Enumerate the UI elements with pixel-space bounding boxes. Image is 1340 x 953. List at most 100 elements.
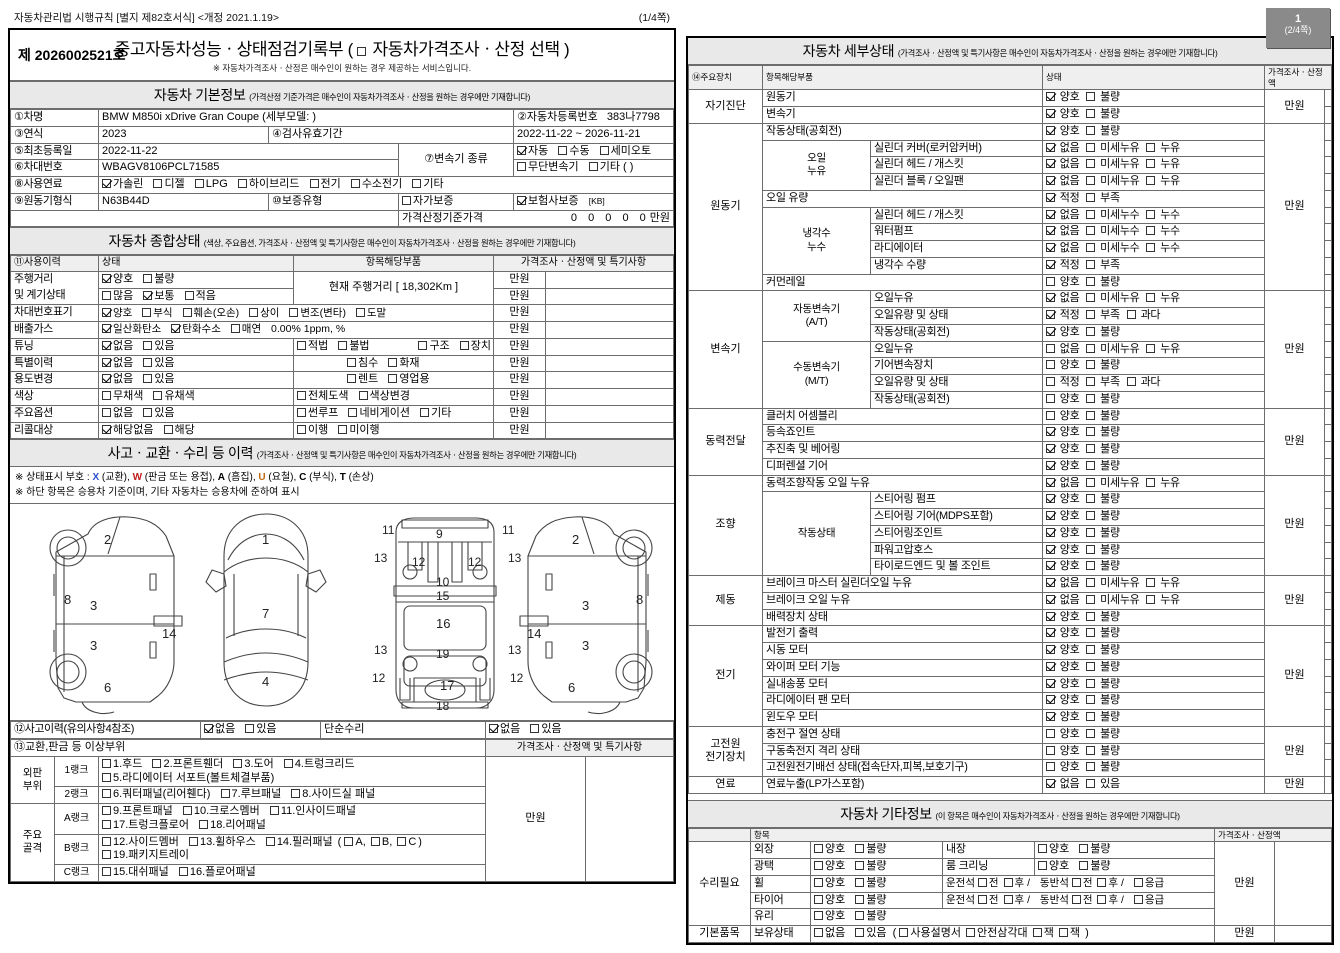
tire-driver-rear[interactable]: 후 / [1003,894,1030,907]
checkbox-icon[interactable] [291,789,301,799]
state-option-누유[interactable]: 누유 [1146,477,1180,491]
checkbox-icon[interactable] [1086,159,1096,169]
state-option-불량[interactable]: 불량 [1086,761,1120,775]
state-option-불량[interactable]: 불량 [1086,326,1120,340]
special-flood[interactable]: 침수 [347,357,378,371]
group-remark-cell[interactable] [1324,273,1332,292]
checkbox-icon[interactable] [350,179,360,188]
recall-not-done[interactable]: 미이행 [338,424,380,438]
checkbox-icon[interactable] [143,290,153,300]
checkbox-icon[interactable] [265,836,275,846]
checkbox-icon[interactable] [102,340,111,350]
checkbox-icon[interactable] [855,844,865,854]
option-other[interactable]: 기타 [420,407,451,421]
odo-bad[interactable]: 불량 [143,273,175,287]
trans-option-semiauto[interactable]: 세미오토 [599,145,651,159]
option-none[interactable]: 없음 [102,407,133,421]
checkbox-icon[interactable] [338,424,348,434]
state-option-불량[interactable]: 불량 [1086,108,1120,122]
checkbox-icon[interactable] [233,758,243,768]
remark-cell[interactable] [545,354,674,373]
group-remark-cell[interactable] [1324,441,1332,459]
remark-cell[interactable] [545,304,674,322]
checkbox-icon[interactable] [1086,310,1096,319]
checkbox-icon[interactable] [814,928,823,938]
checkbox-icon[interactable] [347,357,356,367]
checkbox-icon[interactable] [517,145,527,155]
checkbox-icon[interactable] [814,861,823,871]
tire-bad[interactable]: 불량 [855,894,887,908]
checkbox-icon[interactable] [1046,226,1056,236]
state-option-불량[interactable]: 불량 [1086,510,1120,524]
checkbox-icon[interactable] [977,894,987,904]
state-option-불량[interactable]: 불량 [1086,410,1120,424]
checkbox-icon[interactable] [143,357,153,367]
interior-bad[interactable]: 불량 [1079,843,1111,857]
group-remark-cell[interactable] [1324,290,1332,308]
checkbox-icon[interactable] [171,324,181,334]
trans-option-other[interactable]: 기타 ( ) [588,161,633,175]
odo-few[interactable]: 적음 [184,290,216,304]
item-wheel-house[interactable]: 13.휠하우스 [188,836,256,850]
state-option-불량[interactable]: 불량 [1086,661,1120,675]
checkbox-icon[interactable] [1086,477,1096,487]
state-option-양호[interactable]: 양호 [1046,426,1080,440]
interior-good[interactable]: 양호 [1038,843,1069,857]
checkbox-icon[interactable] [1086,628,1096,638]
item-front-panel[interactable]: 9.프론트패널 [102,805,173,819]
checkbox-icon[interactable] [1046,477,1056,487]
usage-yes[interactable]: 있음 [143,373,175,387]
checkbox-icon[interactable] [1086,661,1096,671]
checkbox-icon[interactable] [370,836,380,846]
checkbox-icon[interactable] [220,789,230,799]
wheel-spare[interactable]: 응급 [1133,877,1164,890]
checkbox-icon[interactable] [1146,343,1156,353]
pillar-c[interactable]: C [397,836,416,850]
usage-commercial[interactable]: 영업용 [388,373,430,387]
group-remark-cell[interactable] [1324,759,1332,777]
state-option-양호[interactable]: 양호 [1046,443,1080,457]
checkbox-icon[interactable] [1046,444,1056,453]
remark-cell[interactable] [545,270,674,289]
group-remark-cell[interactable] [1324,323,1332,342]
state-option-부족[interactable]: 부족 [1086,376,1120,390]
group-remark-cell[interactable] [1324,491,1332,509]
checkbox-icon[interactable] [102,424,111,434]
emission-co[interactable]: 일산화탄소 [102,323,161,336]
checkbox-icon[interactable] [102,273,111,283]
item-hood[interactable]: 1.후드 [102,758,142,772]
state-option-양호[interactable]: 양호 [1046,728,1080,742]
group-remark-cell[interactable] [1324,625,1332,643]
state-option-불량[interactable]: 불량 [1086,644,1120,658]
checkbox-icon[interactable] [1046,745,1056,755]
checkbox-icon[interactable] [1086,460,1096,470]
checkbox-icon[interactable] [1046,276,1056,286]
state-option-없음[interactable]: 없음 [1046,209,1080,223]
accident-yes[interactable]: 있음 [245,723,277,737]
state-option-누유[interactable]: 누유 [1146,343,1180,357]
state-option-누유[interactable]: 누유 [1146,158,1180,172]
state-option-불량[interactable]: 불량 [1086,460,1120,474]
checkbox-icon[interactable] [297,407,306,417]
checkbox-icon[interactable] [1086,578,1096,587]
glass-bad[interactable]: 불량 [855,910,887,924]
state-option-없음[interactable]: 없음 [1046,292,1080,306]
group-remark-cell[interactable] [1324,742,1332,761]
recall-done[interactable]: 이행 [297,424,328,438]
checkbox-icon[interactable] [1086,762,1096,772]
checkbox-icon[interactable] [1146,578,1156,587]
checkbox-icon[interactable] [153,179,163,188]
group-remark-cell[interactable] [1324,390,1332,409]
checkbox-icon[interactable] [269,806,279,815]
checkbox-icon[interactable] [1086,544,1096,554]
checkbox-icon[interactable] [1046,527,1056,537]
state-option-양호[interactable]: 양호 [1046,527,1080,541]
checkbox-icon[interactable] [388,357,398,367]
checkbox-icon[interactable] [855,877,865,887]
state-option-불량[interactable]: 불량 [1086,711,1120,725]
group-remark-cell[interactable] [1324,189,1332,208]
odo-many[interactable]: 많음 [102,290,133,304]
checkbox-icon[interactable] [102,789,111,799]
state-option-없음[interactable]: 없음 [1046,175,1080,189]
item-side-member[interactable]: 12.사이드멤버 [102,836,179,850]
